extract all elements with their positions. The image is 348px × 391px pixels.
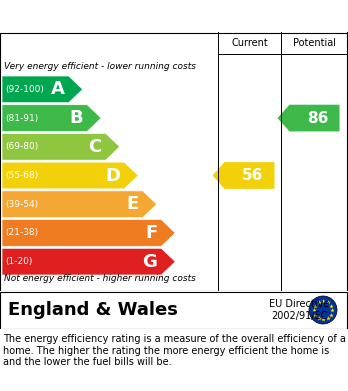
Circle shape — [309, 296, 337, 324]
Polygon shape — [277, 105, 340, 131]
Polygon shape — [2, 133, 120, 160]
Text: Not energy efficient - higher running costs: Not energy efficient - higher running co… — [4, 274, 196, 283]
Polygon shape — [2, 248, 175, 275]
Text: Energy Efficiency Rating: Energy Efficiency Rating — [69, 9, 279, 23]
Text: EU Directive
2002/91/EC: EU Directive 2002/91/EC — [269, 299, 330, 321]
Text: (69-80): (69-80) — [5, 142, 38, 151]
Text: F: F — [145, 224, 157, 242]
Text: G: G — [142, 253, 157, 271]
Text: England & Wales: England & Wales — [8, 301, 178, 319]
Text: The energy efficiency rating is a measure of the overall efficiency of a home. T: The energy efficiency rating is a measur… — [3, 334, 346, 367]
Text: B: B — [70, 109, 83, 127]
Text: (21-38): (21-38) — [5, 228, 38, 237]
Text: Current: Current — [231, 38, 268, 48]
Polygon shape — [2, 76, 83, 103]
Text: Potential: Potential — [293, 38, 336, 48]
Polygon shape — [2, 162, 138, 189]
Text: A: A — [51, 81, 65, 99]
Text: 86: 86 — [307, 111, 328, 126]
Text: (1-20): (1-20) — [5, 257, 32, 266]
Text: D: D — [105, 167, 120, 185]
Text: E: E — [127, 195, 139, 213]
Text: (55-68): (55-68) — [5, 171, 38, 180]
Text: (39-54): (39-54) — [5, 200, 38, 209]
Polygon shape — [2, 105, 101, 131]
Text: (92-100): (92-100) — [5, 85, 44, 94]
Text: Very energy efficient - lower running costs: Very energy efficient - lower running co… — [4, 62, 196, 71]
Text: 56: 56 — [242, 168, 263, 183]
Text: (81-91): (81-91) — [5, 113, 38, 122]
Polygon shape — [2, 220, 175, 246]
Polygon shape — [2, 191, 157, 217]
Text: C: C — [88, 138, 102, 156]
Polygon shape — [213, 162, 275, 189]
